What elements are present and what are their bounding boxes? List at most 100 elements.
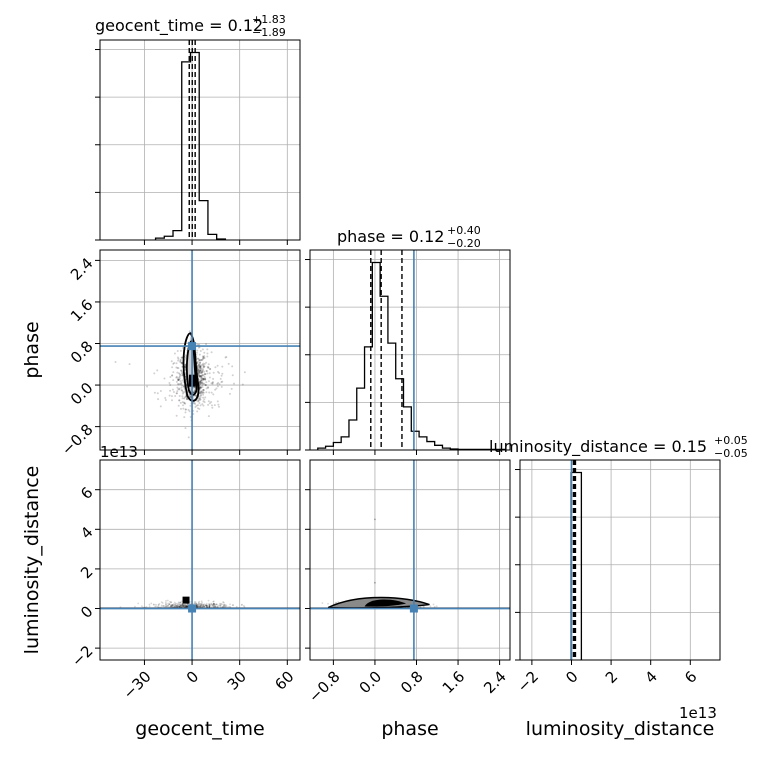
- scatter-point: [181, 605, 184, 608]
- scatter-point: [170, 605, 172, 608]
- scatter-point: [166, 599, 169, 602]
- scatter-point: [207, 366, 210, 369]
- scatter-point: [200, 602, 203, 605]
- scatter-point: [180, 362, 183, 365]
- scatter-point: [202, 400, 205, 403]
- scatter-point: [204, 378, 207, 381]
- scatter-point: [181, 379, 184, 382]
- scatter-point: [197, 374, 200, 377]
- scatter-point: [169, 604, 172, 607]
- scatter-point: [176, 386, 179, 389]
- scatter-point: [188, 330, 191, 333]
- scatter-point: [201, 374, 204, 377]
- scatter-point: [198, 381, 201, 384]
- scatter-point: [197, 372, 200, 375]
- scatter-point: [180, 386, 183, 389]
- scatter-point: [208, 372, 211, 375]
- panel-phase-geocent-time-frame: [99, 249, 301, 451]
- scatter-point: [179, 605, 182, 608]
- scatter-point: [208, 605, 210, 608]
- scatter-point: [166, 605, 168, 608]
- scatter-point: [197, 604, 199, 607]
- scatter-point: [219, 377, 222, 380]
- xlabel-luminosity-distance: luminosity_distance: [526, 718, 715, 740]
- scatter-point: [194, 386, 197, 389]
- scatter-point: [227, 362, 230, 365]
- scatter-point: [198, 358, 201, 361]
- scatter-point: [185, 354, 188, 357]
- scatter-point: [207, 386, 210, 389]
- scatter-point: [186, 605, 189, 608]
- title-luminosity-distance-main: luminosity_distance = 0.15: [489, 437, 707, 457]
- scatter-point: [205, 381, 208, 384]
- scatter-point: [202, 357, 205, 360]
- scatter-point: [176, 605, 179, 608]
- scatter-point: [208, 604, 210, 607]
- scatter-point: [181, 605, 184, 608]
- scatter-point: [208, 605, 211, 608]
- scatter-point: [156, 605, 159, 608]
- scatter-point: [171, 604, 174, 606]
- scatter-point: [202, 604, 205, 606]
- scatter-point: [171, 374, 174, 377]
- scatter-point: [165, 603, 168, 605]
- scatter-point: [198, 366, 201, 369]
- scatter-point: [205, 604, 208, 607]
- xtick-label-geocent-time: −30: [120, 668, 155, 703]
- scatter-point: [201, 392, 204, 395]
- scatter-point: [196, 367, 199, 370]
- title-luminosity-distance-plus: +0.05: [714, 434, 748, 447]
- scatter-point: [177, 604, 180, 606]
- scatter-point: [183, 401, 186, 404]
- scatter-point: [199, 375, 202, 378]
- panel-luminosity-distance-phase-frame: [309, 459, 511, 661]
- scatter-point: [208, 376, 211, 379]
- scatter-point: [200, 600, 203, 603]
- hist-phase: [317, 261, 506, 450]
- scatter-point: [208, 605, 211, 608]
- scatter-point: [170, 601, 173, 604]
- scatter-point: [207, 380, 210, 383]
- scatter-point: [165, 605, 168, 608]
- scatter-point: [182, 385, 185, 388]
- scatter-point: [200, 376, 203, 379]
- scatter-point: [223, 604, 226, 607]
- scatter-point: [198, 365, 201, 368]
- scatter-point: [170, 604, 173, 607]
- scatter-point: [177, 383, 180, 386]
- scatter-point: [201, 357, 204, 360]
- scatter-point: [196, 357, 199, 360]
- scatter-point: [205, 605, 208, 608]
- scatter-point: [182, 603, 185, 606]
- scatter-point: [201, 384, 204, 387]
- scatter-point: [374, 518, 376, 521]
- scatter-point: [184, 365, 187, 368]
- scatter-point: [197, 398, 200, 401]
- scatter-point: [184, 605, 187, 608]
- scatter-point: [167, 604, 170, 606]
- scatter-point: [177, 388, 180, 391]
- scatter-point: [231, 365, 234, 368]
- scatter-point: [222, 604, 225, 607]
- scatter-point: [211, 604, 214, 606]
- scatter-point: [219, 603, 221, 606]
- scatter-point: [220, 385, 223, 388]
- scatter-point: [176, 377, 179, 380]
- scatter-point: [199, 382, 202, 385]
- scatter-point: [184, 366, 187, 369]
- title-phase-plus: +0.40: [447, 224, 481, 237]
- scatter-point: [230, 387, 233, 390]
- scatter-point: [185, 605, 188, 608]
- ylabel-phase: phase: [21, 321, 43, 378]
- scatter-point: [198, 605, 201, 607]
- scatter-point: [197, 365, 200, 368]
- scatter-point: [171, 374, 174, 377]
- scatter-point: [177, 378, 180, 381]
- scatter-point: [210, 391, 213, 394]
- scatter-point: [175, 604, 178, 607]
- scatter-point: [221, 603, 224, 606]
- scatter-point: [183, 604, 186, 607]
- scatter-point: [208, 604, 211, 607]
- scatter-point: [180, 604, 183, 607]
- scatter-point: [199, 605, 202, 608]
